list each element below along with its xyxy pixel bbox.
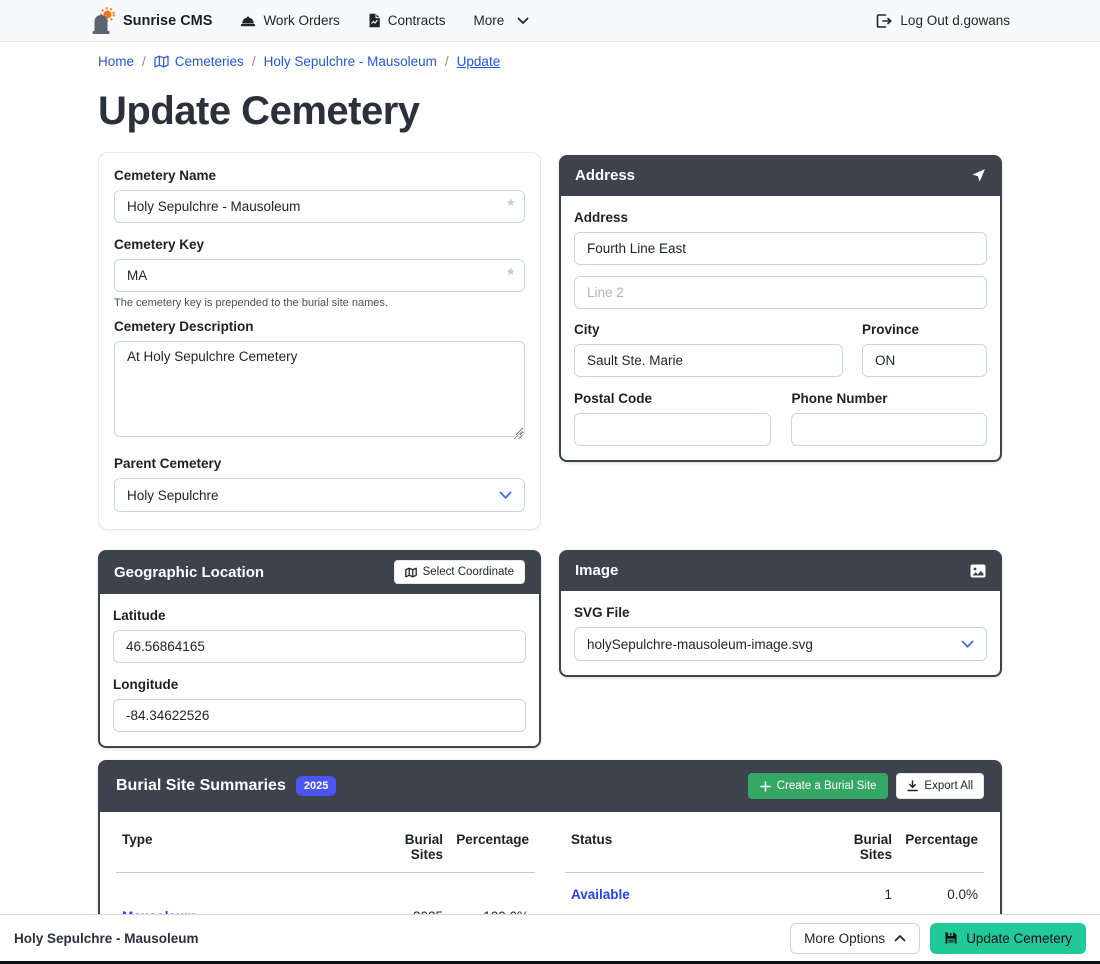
longitude-input[interactable] — [113, 699, 526, 732]
status-col-header: Status — [565, 820, 836, 873]
nav-contracts-label: Contracts — [387, 13, 446, 28]
cemetery-key-label: Cemetery Key — [114, 237, 205, 252]
select-coordinate-button[interactable]: Select Coordinate — [393, 560, 525, 584]
breadcrumb-cemeteries[interactable]: Cemeteries — [154, 54, 244, 69]
postal-code-label: Postal Code — [574, 391, 653, 406]
footer-cemetery-title: Holy Sepulchre - Mausoleum — [14, 930, 199, 946]
svg-file-select[interactable]: holySepulchre-mausoleum-image.svg — [574, 627, 987, 661]
breadcrumb: Home / Cemeteries / Holy Sepulchre - Mau… — [98, 54, 1002, 69]
svg-file-label: SVG File — [574, 605, 630, 620]
svg-file-value: holySepulchre-mausoleum-image.svg — [587, 636, 813, 652]
phone-number-input[interactable] — [791, 413, 987, 446]
percentage-col-header: Percentage — [449, 820, 535, 873]
chevron-up-icon — [894, 934, 906, 942]
percentage-col-header: Percentage — [898, 820, 984, 873]
update-cemetery-label: Update Cemetery — [966, 930, 1072, 946]
longitude-label: Longitude — [113, 677, 179, 692]
nav-contracts[interactable]: Contracts — [368, 13, 446, 28]
plus-icon — [759, 780, 771, 792]
cemetery-description-label: Cemetery Description — [114, 319, 254, 334]
burial-sites-col-header: Burial Sites — [387, 820, 449, 873]
address-card: Address Address City P — [559, 155, 1002, 462]
cemetery-name-label: Cemetery Name — [114, 168, 217, 183]
footer-action-bar: Holy Sepulchre - Mausoleum More Options — [0, 914, 1100, 961]
more-options-button[interactable]: More Options — [790, 922, 921, 954]
window-bottom-edge — [0, 961, 1100, 964]
export-all-button[interactable]: Export All — [896, 773, 984, 799]
breadcrumb-separator: / — [142, 54, 146, 69]
brand[interactable]: Sunrise CMS — [90, 7, 212, 34]
burial-site-summaries-title: Burial Site Summaries — [116, 777, 286, 794]
brand-label: Sunrise CMS — [123, 12, 213, 29]
breadcrumb-cemetery[interactable]: Holy Sepulchre - Mausoleum — [263, 54, 437, 69]
nav-work-orders[interactable]: Work Orders — [240, 13, 340, 28]
address-line1-input[interactable] — [574, 232, 987, 265]
city-input[interactable] — [574, 344, 843, 377]
location-arrow-icon — [971, 168, 986, 183]
cemetery-details-card: Cemetery Name * Cemetery Key * The cemet… — [98, 152, 541, 530]
cemetery-key-input[interactable] — [114, 259, 525, 292]
status-percentage-value: 0.0% — [898, 872, 984, 917]
map-icon — [404, 567, 417, 578]
year-badge: 2025 — [295, 776, 337, 796]
chevron-down-icon — [961, 640, 974, 649]
status-sites-value: 1 — [836, 872, 898, 917]
phone-number-label: Phone Number — [791, 391, 888, 406]
cemetery-description-textarea[interactable]: At Holy Sepulchre Cemetery — [114, 341, 525, 437]
create-burial-site-button[interactable]: Create a Burial Site — [747, 773, 889, 799]
latitude-input[interactable] — [113, 630, 526, 663]
page-title: Update Cemetery — [98, 89, 420, 133]
parent-cemetery-value: Holy Sepulchre — [127, 487, 219, 503]
hard-hat-icon — [240, 14, 256, 28]
breadcrumb-current[interactable]: Update — [456, 54, 501, 69]
nav-logout-label: Log Out d.gowans — [900, 13, 1010, 28]
address-line2-input[interactable] — [574, 276, 987, 309]
cemetery-name-input[interactable] — [114, 190, 525, 223]
nav-more[interactable]: More — [473, 13, 529, 28]
image-icon — [970, 564, 986, 578]
type-col-header: Type — [116, 820, 387, 873]
parent-cemetery-label: Parent Cemetery — [114, 456, 222, 471]
city-label: City — [574, 322, 600, 337]
address-card-title: Address — [575, 167, 636, 184]
geographic-location-title: Geographic Location — [114, 563, 265, 581]
top-navbar: Sunrise CMS Work Orders Contracts — [0, 0, 1100, 42]
update-cemetery-button[interactable]: Update Cemetery — [930, 922, 1086, 954]
postal-code-input[interactable] — [574, 413, 772, 446]
chevron-down-icon — [517, 17, 529, 25]
nav-more-label: More — [473, 13, 505, 28]
sunrise-cms-logo-icon — [90, 7, 115, 34]
province-input[interactable] — [861, 344, 987, 377]
select-coordinate-label: Select Coordinate — [422, 566, 514, 578]
contract-file-icon — [368, 13, 381, 28]
burial-sites-col-header: Burial Sites — [836, 820, 898, 873]
download-icon — [907, 780, 919, 792]
address-line1-label: Address — [574, 210, 629, 225]
image-card-title: Image — [575, 562, 619, 579]
nav-work-orders-label: Work Orders — [263, 13, 340, 28]
table-row: Available 1 0.0% — [565, 872, 984, 917]
save-icon — [944, 931, 958, 945]
breadcrumb-home[interactable]: Home — [98, 54, 135, 69]
breadcrumb-separator: / — [444, 54, 449, 69]
logout-icon — [876, 13, 893, 28]
cemetery-key-help: The cemetery key is prepended to the bur… — [114, 297, 388, 309]
chevron-down-icon — [499, 491, 512, 500]
map-icon — [154, 55, 169, 68]
status-link-available[interactable]: Available — [571, 887, 630, 902]
parent-cemetery-select[interactable]: Holy Sepulchre — [114, 478, 525, 512]
latitude-label: Latitude — [113, 608, 166, 623]
image-card: Image SVG File holySepulchre-mausoleum-i… — [559, 550, 1002, 677]
breadcrumb-cemeteries-label: Cemeteries — [174, 54, 244, 69]
export-all-label: Export All — [924, 780, 973, 792]
breadcrumb-separator: / — [251, 54, 256, 69]
more-options-label: More Options — [804, 930, 886, 946]
create-burial-site-label: Create a Burial Site — [776, 780, 877, 792]
nav-logout[interactable]: Log Out d.gowans — [876, 13, 1010, 28]
province-label: Province — [861, 322, 919, 337]
geographic-location-card: Geographic Location Select Coordinate La… — [98, 550, 541, 748]
